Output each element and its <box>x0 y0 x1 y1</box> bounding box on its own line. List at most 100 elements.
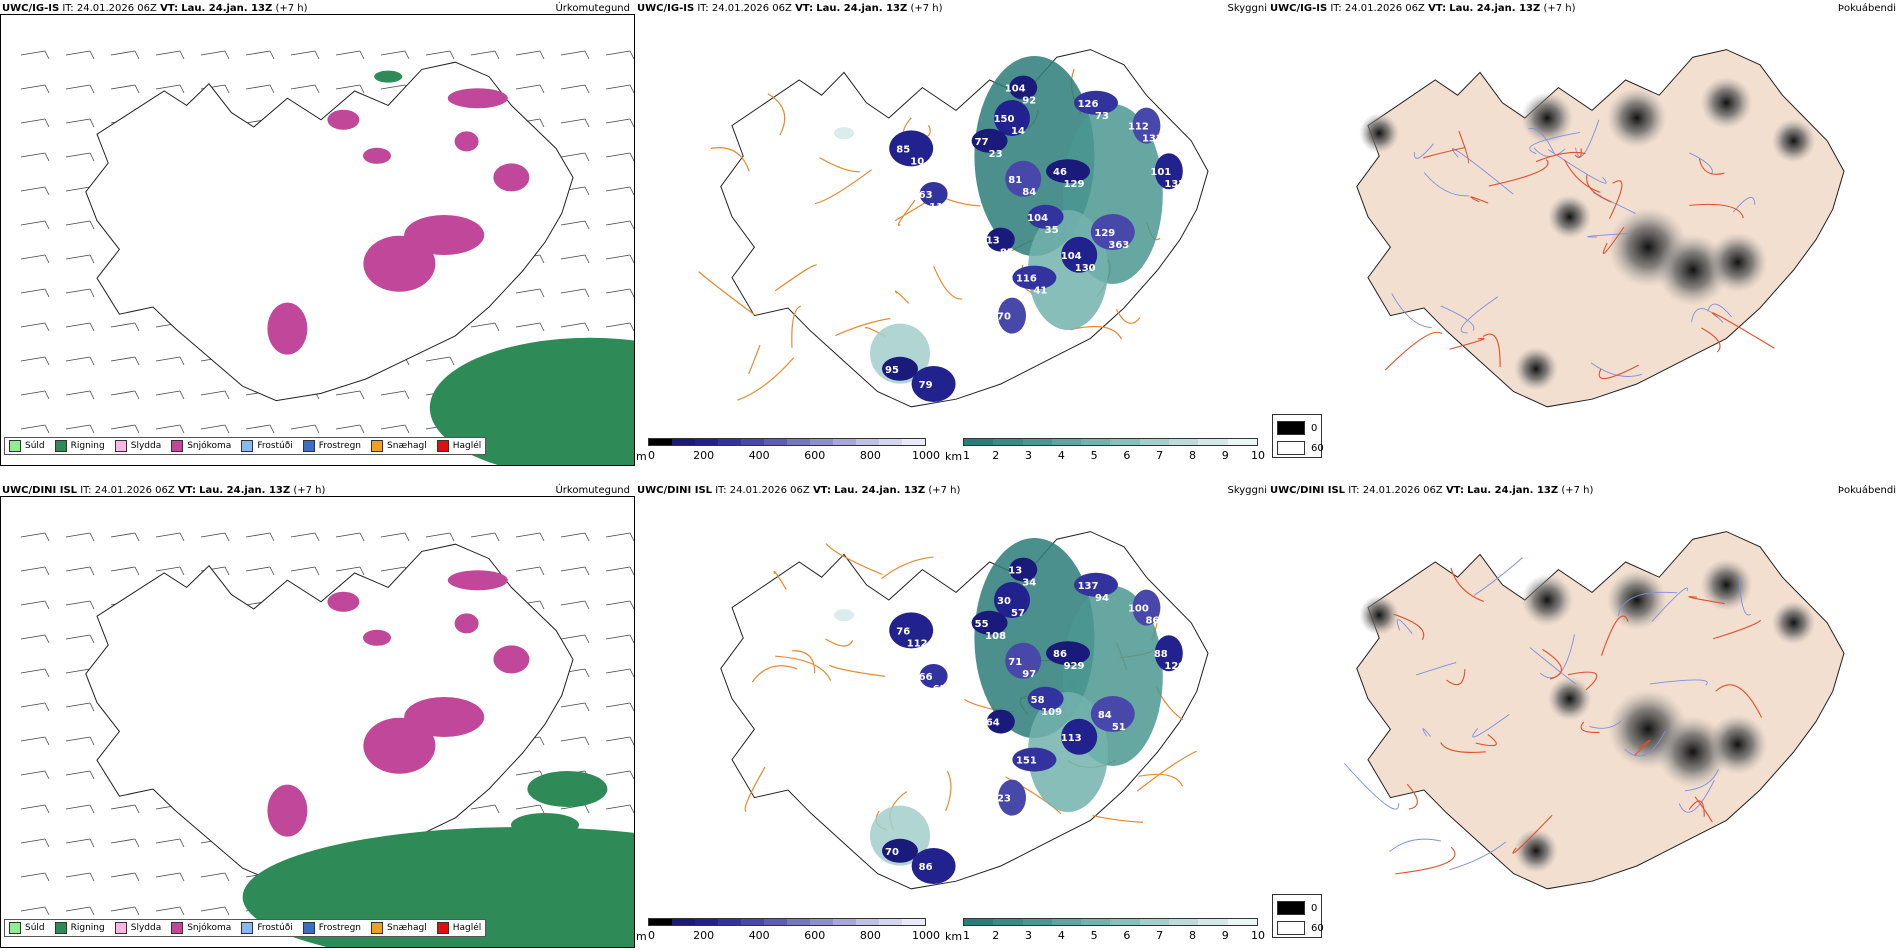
fog-shading <box>1359 558 1816 873</box>
ceiling-value: 94 <box>1095 593 1109 604</box>
colorbar-segment <box>741 439 764 445</box>
wind-barb <box>605 736 634 746</box>
road-network <box>1384 130 1775 380</box>
fog-blob <box>1707 714 1768 775</box>
road <box>1440 742 1486 753</box>
road <box>1475 734 1497 747</box>
legend-label: Súld <box>25 923 45 933</box>
fog-blob <box>1606 570 1667 630</box>
ceiling-value: 363 <box>1108 240 1129 251</box>
road <box>1694 796 1713 823</box>
fog-blob <box>1547 676 1592 721</box>
colorbar-tick: 9 <box>1221 929 1229 942</box>
colorbar-tick: 400 <box>748 929 770 942</box>
road <box>1608 180 1623 219</box>
colorbar-segment <box>1227 439 1257 445</box>
legend-item: Rigning <box>54 440 105 452</box>
river <box>1738 577 1751 616</box>
header-row1-panel3: UWC/IG-IS IT: 24.01.2026 06Z VT: Lau. 24… <box>1270 3 1896 14</box>
road <box>1567 671 1598 691</box>
road <box>1574 148 1582 159</box>
fog-blob <box>1771 600 1816 645</box>
wind-barb <box>20 254 50 264</box>
road <box>1688 596 1725 605</box>
precip-patches <box>242 570 634 947</box>
wind-barb <box>515 804 545 814</box>
visibility-patch <box>834 127 854 140</box>
wind-barb <box>560 118 590 128</box>
road <box>1715 684 1763 718</box>
precip-patches <box>267 70 634 465</box>
wind-barb <box>110 532 140 542</box>
snow-patch <box>447 88 508 109</box>
ceiling-value: 81 <box>1008 175 1022 186</box>
ceiling-patch <box>1074 572 1118 597</box>
snow-patch <box>454 613 479 634</box>
river-network <box>1391 119 1756 377</box>
legend-label: Snæhagl <box>387 441 427 451</box>
wind-barb <box>20 906 50 916</box>
wind-barb <box>155 84 185 94</box>
fog-legend-item: 0 <box>1277 421 1317 435</box>
legend-item: Rigning <box>54 922 105 934</box>
legend-item: Snjókoma <box>171 440 231 452</box>
legend-label: Frostúði <box>257 923 293 933</box>
river <box>1415 662 1457 676</box>
road <box>828 664 886 677</box>
road <box>1542 648 1562 680</box>
wind-barb <box>65 254 95 264</box>
panel-title: Þokuábendi <box>1837 485 1896 496</box>
road <box>1712 312 1775 349</box>
ceiling-patch <box>911 848 956 884</box>
fog-blob <box>1359 113 1400 154</box>
colorbar-segment <box>1169 919 1199 925</box>
wind-barb <box>290 50 320 60</box>
road <box>774 264 818 292</box>
ceiling-patches <box>882 557 1183 884</box>
river-network <box>1343 557 1751 871</box>
ceiling-patch <box>971 610 1008 635</box>
colorbar-segment <box>764 439 787 445</box>
road <box>1449 337 1485 350</box>
road <box>1395 846 1456 875</box>
ceiling-patch <box>882 356 918 381</box>
colorbar-tick: 2 <box>992 449 1000 462</box>
ceiling-value: 64 <box>986 718 1000 729</box>
fog-legend-item: 0 <box>1277 901 1317 915</box>
ceiling-value: 104 <box>1061 251 1082 262</box>
road <box>1689 203 1744 219</box>
wind-barb <box>560 322 590 332</box>
wind-barb <box>560 288 590 298</box>
legend-item: Slydda <box>114 440 161 452</box>
ceiling-value: 73 <box>1095 111 1109 122</box>
precip-map-row1 <box>20 50 634 465</box>
fog-legend-label: 0 <box>1311 902 1318 914</box>
wind-barb <box>605 254 634 264</box>
ceiling-value: 13 <box>1008 566 1022 577</box>
wind-barb <box>65 322 95 332</box>
snow-patch <box>327 109 360 130</box>
ceiling-patch <box>911 366 956 402</box>
ceiling-value: 112 <box>1128 122 1149 133</box>
wind-barb <box>245 424 275 434</box>
ceiling-patch <box>1061 718 1098 755</box>
wind-barb <box>20 804 50 814</box>
wind-barb <box>380 50 410 60</box>
ceiling-value: 23 <box>997 794 1011 805</box>
wind-barb <box>605 50 634 60</box>
wind-barb <box>245 566 275 576</box>
colorbar-tick: 7 <box>1156 449 1164 462</box>
wind-barb <box>560 220 590 230</box>
colorbar-unit: km <box>945 450 963 463</box>
river <box>1343 762 1400 810</box>
wind-barb <box>155 872 185 882</box>
legend-label: Rigning <box>70 441 105 451</box>
wind-barb <box>110 838 140 848</box>
ceiling-value: 14 <box>1011 126 1025 137</box>
wind-barb <box>470 50 500 60</box>
legend-label: Haglél <box>452 441 482 451</box>
wind-barb <box>290 566 320 576</box>
road <box>835 317 891 337</box>
fog-map-row1 <box>1356 49 1845 408</box>
colorbar-tick: 5 <box>1090 929 1098 942</box>
